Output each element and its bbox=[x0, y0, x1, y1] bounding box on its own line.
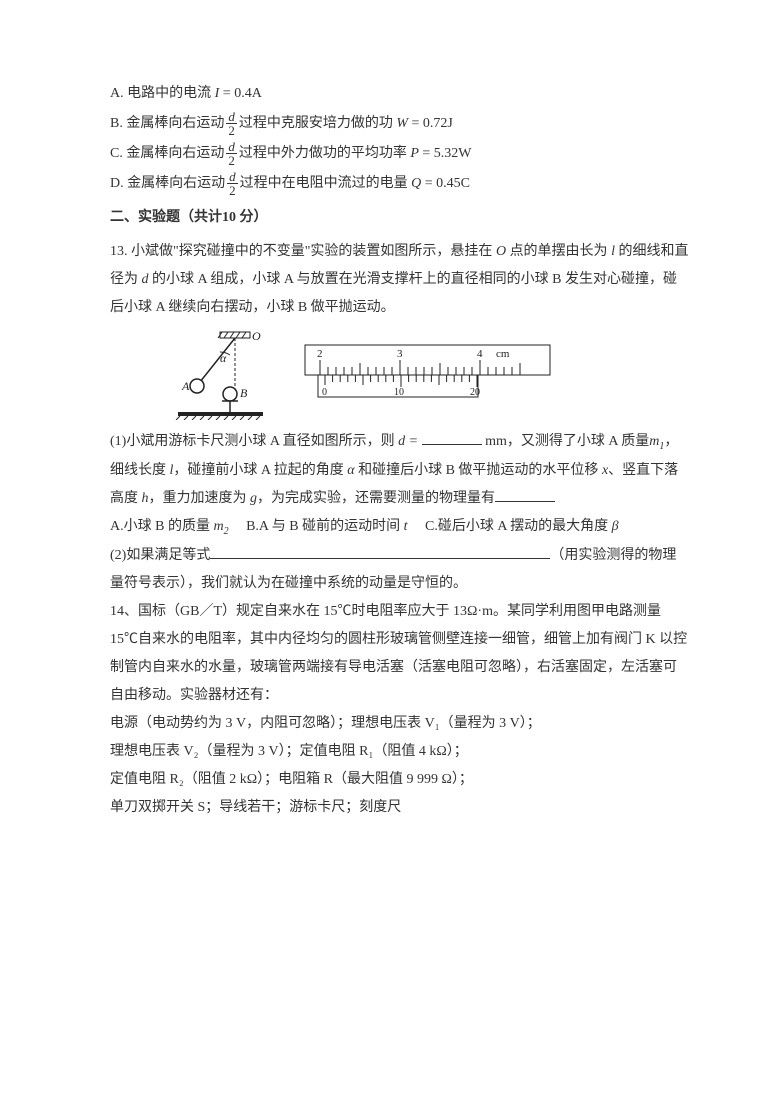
main-label-4: 4 bbox=[477, 348, 483, 360]
option-d-eq: = 0.45C bbox=[425, 176, 470, 191]
option-b-text1: 金属棒向右运动 bbox=[126, 116, 224, 131]
vernier-10: 10 bbox=[394, 387, 404, 398]
q14-paragraph: 14、国标（GB／T）规定自来水在 15℃时电阻率应大于 13Ω·m。某同学利用… bbox=[110, 598, 690, 710]
option-b-eq: = 0.72J bbox=[412, 116, 453, 131]
figure-area: O α A B bbox=[170, 330, 690, 420]
unit-cm: cm bbox=[496, 348, 510, 360]
var-h: h bbox=[142, 491, 149, 506]
label-alpha: α bbox=[220, 351, 227, 365]
vernier-caliper-diagram: 2 3 4 cm 0 10 20 bbox=[300, 335, 560, 405]
option-b-label: B. bbox=[110, 116, 123, 131]
q14-line1: 电源（电动势约为 3 V，内阻可忽略）；理想电压表 V₁（量程为 3 V）； bbox=[110, 710, 690, 738]
section-title-experiments: 二、实验题（共计10 分） bbox=[110, 204, 690, 232]
option-c-var: P bbox=[410, 146, 419, 161]
q14-line3: 定值电阻 R₂（阻值 2 kΩ）；电阻箱 R（最大阻值 9 999 Ω）； bbox=[110, 766, 690, 794]
var-l: l bbox=[611, 244, 615, 259]
q13-optA: A.小球 B 的质量 bbox=[110, 519, 210, 534]
option-a: A. 电路中的电流 I = 0.4A bbox=[110, 80, 690, 108]
option-c-text2: 过程中外力做功的平均功率 bbox=[239, 146, 407, 161]
fraction-d-2: d2 bbox=[226, 140, 237, 167]
q13-optB: B.A 与 B 碰前的运动时间 bbox=[246, 519, 400, 534]
fraction-d-2: d2 bbox=[226, 110, 237, 137]
var-t: t bbox=[404, 519, 408, 534]
option-c: C. 金属棒向右运动d2过程中外力做功的平均功率 P = 5.32W bbox=[110, 140, 690, 168]
label-B: B bbox=[240, 386, 248, 400]
var-alpha: α bbox=[347, 463, 354, 478]
option-d-text2: 过程中在电阻中流过的电量 bbox=[240, 176, 408, 191]
option-b: B. 金属棒向右运动d2过程中克服安培力做的功 W = 0.72J bbox=[110, 110, 690, 138]
option-b-var: W bbox=[396, 116, 408, 131]
option-a-text: 电路中的电流 bbox=[127, 86, 211, 101]
q13-paragraph: 13. 小斌做"探究碰撞中的不变量"实验的装置如图所示，悬挂在 O 点的单摆由长… bbox=[110, 238, 690, 322]
var-deq: d = bbox=[398, 434, 418, 449]
option-c-label: C. bbox=[110, 146, 123, 161]
option-a-eq: = 0.4A bbox=[223, 86, 262, 101]
document-page: A. 电路中的电流 I = 0.4A B. 金属棒向右运动d2过程中克服安培力做… bbox=[0, 0, 780, 862]
main-label-3: 3 bbox=[397, 348, 403, 360]
vernier-20: 20 bbox=[470, 387, 480, 398]
label-O: O bbox=[252, 330, 261, 343]
q13-1b: mm，又测得了小球 A 质量 bbox=[485, 434, 649, 449]
q14-text: 国标（GB／T）规定自来水在 15℃时电阻率应大于 13Ω·m。某同学利用图甲电… bbox=[110, 604, 687, 703]
q13-number: 13. bbox=[110, 244, 128, 259]
q13-sub2: (2)如果满足等式（用实验测得的物理量符号表示），我们就认为在碰撞中系统的动量是… bbox=[110, 542, 690, 598]
blank-quantity bbox=[495, 487, 555, 502]
q13-1e: 和碰撞后小球 B 做平抛运动的水平位移 bbox=[358, 463, 598, 478]
q14-line2: 理想电压表 V₂（量程为 3 V）；定值电阻 R₁（阻值 4 kΩ）； bbox=[110, 738, 690, 766]
option-d-text1: 金属棒向右运动 bbox=[127, 176, 225, 191]
pendulum-diagram: O α A B bbox=[170, 330, 280, 420]
var-g: g bbox=[250, 491, 257, 506]
q13-sub1: (1)小斌用游标卡尺测小球 A 直径如图所示，则 d = mm，又测得了小球 A… bbox=[110, 428, 690, 513]
var-d: d bbox=[142, 272, 149, 287]
q13-1g: ，重力加速度为 bbox=[149, 491, 247, 506]
q13-text-1b: 点的单摆由长为 bbox=[510, 244, 608, 259]
q13-1d: ，碰撞前小球 A 拉起的角度 bbox=[173, 463, 343, 478]
blank-diameter bbox=[422, 430, 482, 445]
option-c-text1: 金属棒向右运动 bbox=[126, 146, 224, 161]
var-O: O bbox=[496, 244, 506, 259]
option-a-var: I bbox=[215, 86, 220, 101]
option-a-label: A. bbox=[110, 86, 124, 101]
q13-2a: (2)如果满足等式 bbox=[110, 548, 210, 563]
main-label-2: 2 bbox=[317, 348, 323, 360]
q13-optC: C.碰后小球 A 摆动的最大角度 bbox=[425, 519, 608, 534]
label-A: A bbox=[181, 379, 190, 393]
q13-1h: ，为完成实验，还需要测量的物理量有 bbox=[257, 491, 495, 506]
blank-equation bbox=[210, 544, 550, 559]
option-d-label: D. bbox=[110, 176, 124, 191]
var-m1: m bbox=[649, 434, 659, 449]
q13-options: A.小球 B 的质量 m2 B.A 与 B 碰前的运动时间 t C.碰后小球 A… bbox=[110, 513, 690, 542]
q13-text-1d: 的小球 A 组成，小球 A 与放置在光滑支撑杆上的直径相同的小球 B 发生对心碰… bbox=[110, 272, 677, 315]
q14-line4: 单刀双掷开关 S；导线若干；游标卡尺；刻度尺 bbox=[110, 794, 690, 822]
vernier-0: 0 bbox=[322, 387, 327, 398]
option-d: D. 金属棒向右运动d2过程中在电阻中流过的电量 Q = 0.45C bbox=[110, 170, 690, 198]
q13-1a: (1)小斌用游标卡尺测小球 A 直径如图所示，则 bbox=[110, 434, 395, 449]
option-d-var: Q bbox=[411, 176, 421, 191]
var-beta: β bbox=[612, 519, 619, 534]
var-m2: m bbox=[213, 519, 223, 534]
option-b-text2: 过程中克服安培力做的功 bbox=[239, 116, 393, 131]
option-c-eq: = 5.32W bbox=[422, 146, 471, 161]
q13-text-1a: 小斌做"探究碰撞中的不变量"实验的装置如图所示，悬挂在 bbox=[131, 244, 492, 259]
fraction-d-2: d2 bbox=[227, 170, 238, 197]
var-m2-sub: 2 bbox=[224, 526, 229, 537]
q14-number: 14、 bbox=[110, 604, 138, 619]
